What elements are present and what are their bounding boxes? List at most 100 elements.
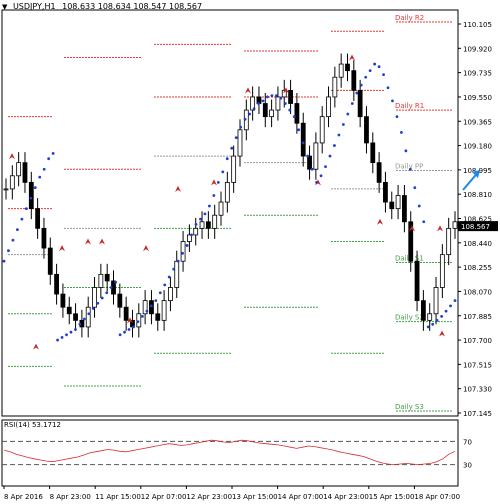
- candle-body: [420, 300, 426, 321]
- candle-body: [383, 181, 388, 203]
- psar-dot: [449, 304, 452, 308]
- current-price-tag: [458, 221, 498, 232]
- candle-body: [73, 313, 78, 321]
- psar-dot: [368, 69, 372, 73]
- price-tick-label: 108.440: [463, 240, 492, 248]
- rsi-panel-frame: [1, 419, 459, 487]
- psar-dot: [377, 65, 381, 69]
- price-tick-label: 108.255: [463, 264, 492, 272]
- current-price-label: 108.567: [461, 223, 490, 231]
- psar-dot: [431, 322, 435, 326]
- price-tick-label: 109.550: [463, 94, 492, 102]
- candle-body: [22, 162, 28, 183]
- psar-dot: [29, 196, 33, 200]
- candle-body: [364, 116, 369, 144]
- psar-dot: [24, 207, 28, 211]
- ohlc-caption: 108.633 108.634 108.547 108.567: [62, 2, 203, 11]
- psar-dot: [172, 267, 176, 271]
- candle-body: [345, 63, 350, 72]
- psar-dot: [118, 333, 122, 337]
- psar-dot: [33, 186, 37, 190]
- psar-dot: [288, 108, 292, 112]
- psar-dot: [114, 280, 118, 284]
- main-panel-frame: [1, 9, 459, 417]
- time-tick-label: 8 Apr 23:00: [50, 493, 91, 501]
- psar-dot: [274, 94, 278, 98]
- dropdown-triangle-icon[interactable]: ▼: [2, 3, 8, 11]
- time-tick-label: 14 Apr 23:00: [323, 493, 369, 501]
- psar-dot: [364, 75, 368, 79]
- fractal-arrow: [175, 185, 181, 192]
- candle-body: [54, 273, 59, 295]
- psar-dot: [56, 338, 59, 342]
- psar-dot: [346, 112, 350, 116]
- chart-title-bar: ▼ USDJPY,H1 108.633 108.634 108.547 108.…: [2, 2, 202, 11]
- fractal-arrow: [127, 317, 133, 324]
- fractal-arrow: [377, 218, 383, 225]
- fractal-arrow: [85, 238, 91, 245]
- time-tick-label: 15 Apr 15:00: [369, 493, 415, 501]
- psar-dot: [373, 62, 377, 66]
- candle-body: [313, 142, 319, 170]
- candle-body: [41, 227, 47, 249]
- psar-dot: [283, 102, 287, 105]
- psar-dot: [216, 180, 220, 184]
- candle-body: [326, 96, 331, 118]
- psar-dot: [141, 315, 144, 318]
- fractal-arrow: [33, 343, 39, 350]
- psar-dot: [194, 223, 198, 226]
- psar-dot: [132, 325, 135, 329]
- psar-dot: [158, 291, 162, 295]
- fractal-arrow: [245, 87, 251, 94]
- psar-dot: [167, 275, 171, 279]
- psar-dot: [301, 141, 305, 145]
- price-tick-label: 110.105: [463, 21, 492, 29]
- psar-dot: [15, 228, 19, 232]
- candle-body: [180, 241, 186, 262]
- psar-dot: [382, 73, 385, 76]
- psar-dot: [337, 133, 341, 137]
- psar-dot: [42, 167, 46, 171]
- fractal-arrow: [9, 153, 15, 160]
- time-tick-label: 18 Apr 07:00: [414, 493, 460, 501]
- price-tick-label: 108.625: [463, 216, 492, 224]
- candle-body: [338, 63, 344, 78]
- price-tick-label: 108.070: [463, 288, 492, 296]
- psar-dot: [78, 322, 82, 326]
- psar-dot: [11, 238, 15, 242]
- psar-dot: [145, 309, 149, 313]
- rsi-line: [3, 439, 456, 466]
- psar-dot: [400, 131, 403, 134]
- candle-body: [212, 214, 218, 229]
- price-tick-label: 107.515: [463, 361, 492, 369]
- psar-dot: [315, 180, 318, 184]
- psar-dot: [355, 91, 359, 95]
- candle-body: [98, 273, 104, 288]
- psar-dot: [417, 204, 421, 208]
- candle-body: [218, 201, 224, 216]
- psar-dot: [96, 301, 100, 305]
- candle-body: [142, 300, 148, 315]
- candle-body: [136, 313, 142, 328]
- psar-dot: [65, 333, 68, 337]
- candle-body: [168, 287, 173, 302]
- psar-dot: [225, 157, 229, 161]
- psar-dot: [181, 251, 185, 255]
- candle-body: [269, 109, 275, 118]
- candle-body: [414, 260, 420, 302]
- psar-dot: [341, 123, 345, 126]
- candle-body: [60, 293, 66, 308]
- psar-dot: [266, 95, 269, 99]
- candle-body: [262, 103, 268, 118]
- psar-dot: [270, 94, 274, 98]
- candle-body: [85, 306, 91, 328]
- candle-body: [319, 116, 325, 144]
- psar-dot: [7, 249, 10, 253]
- psar-dot: [328, 154, 332, 158]
- fractal-arrow: [283, 87, 289, 94]
- psar-dot: [391, 99, 394, 103]
- psar-dot: [426, 325, 430, 329]
- candle-body: [9, 175, 15, 190]
